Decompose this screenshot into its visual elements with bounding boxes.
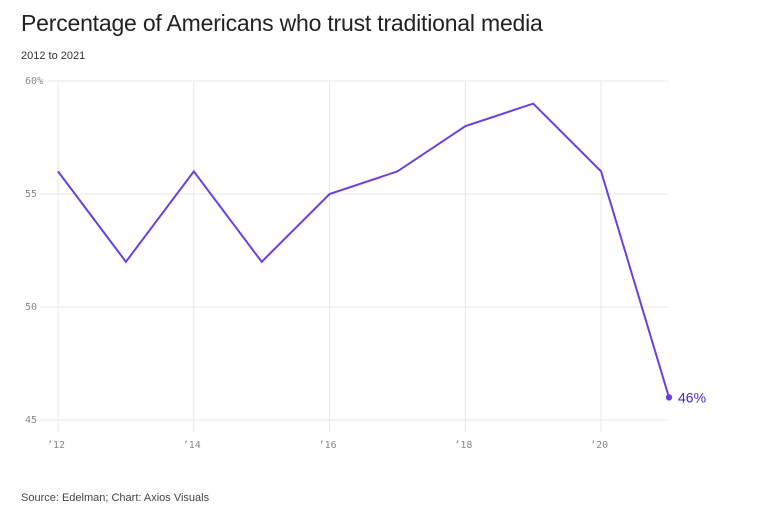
grid-layer (40, 80, 669, 432)
label-layer: 46% (678, 389, 706, 405)
x-tick-label: ’18 (454, 440, 472, 451)
x-tick-label: ’14 (183, 440, 201, 451)
x-tick-label: ’12 (47, 440, 65, 451)
y-tick-label: 50 (25, 302, 37, 313)
y-tick-label: 45 (25, 415, 37, 426)
chart-title: Percentage of Americans who trust tradit… (21, 10, 543, 36)
source-note: Source: Edelman; Chart: Axios Visuals (21, 492, 210, 504)
series-line (57, 102, 670, 398)
x-tick-label: ’20 (590, 440, 608, 451)
end-point-marker (665, 394, 673, 401)
end-value-label: 46% (678, 389, 706, 405)
x-tick-label: ’16 (319, 440, 337, 451)
tick-layer: 45 50 55 60% ’12 ’14 ’16 ’18 ’20 (25, 76, 608, 451)
y-tick-label: 60% (25, 76, 43, 87)
chart-subtitle: 2012 to 2021 (21, 50, 86, 62)
y-tick-label: 55 (25, 189, 37, 200)
series-layer (57, 102, 673, 401)
line-chart: 45 50 55 60% ’12 ’14 ’16 ’18 ’20 46% (25, 76, 706, 451)
